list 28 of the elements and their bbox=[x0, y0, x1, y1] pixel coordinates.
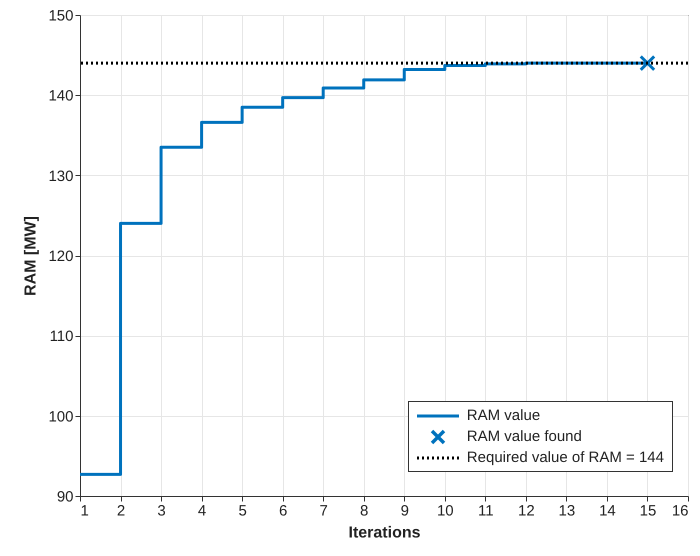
legend-label: Required value of RAM = 144 bbox=[466, 449, 664, 466]
x-tick-label: 1 bbox=[80, 502, 89, 520]
x-tick-label: 16 bbox=[672, 502, 688, 520]
x-tick-label: 11 bbox=[478, 502, 494, 520]
x-tick-label: 14 bbox=[599, 502, 616, 520]
x-tick-label: 15 bbox=[640, 502, 656, 520]
y-tick-label: 120 bbox=[48, 248, 74, 265]
x-axis-title: Iterations bbox=[348, 524, 421, 542]
x-tick-label: 7 bbox=[320, 502, 328, 520]
y-tick-label: 140 bbox=[48, 88, 74, 105]
x-tick-label: 13 bbox=[558, 502, 576, 520]
x-tick-label: 9 bbox=[400, 502, 409, 520]
y-tick-label: 110 bbox=[50, 328, 74, 346]
legend-label: RAM value found bbox=[466, 428, 582, 445]
y-tick-label: 100 bbox=[48, 408, 74, 426]
y-axis-title: RAM [MW] bbox=[22, 216, 40, 296]
x-tick-label: 4 bbox=[198, 502, 206, 520]
x-tick-label: 2 bbox=[116, 502, 126, 520]
y-tick-label: 130 bbox=[48, 168, 74, 185]
y-tick-label: 90 bbox=[56, 488, 74, 506]
x-tick-label: 6 bbox=[278, 502, 288, 520]
x-tick-label: 5 bbox=[238, 502, 247, 520]
x-tick-label: 12 bbox=[518, 502, 535, 520]
x-tick-label: 3 bbox=[157, 502, 166, 520]
legend-label: RAM value bbox=[466, 407, 540, 424]
x-tick-label: 8 bbox=[360, 502, 368, 520]
y-tick-label: 150 bbox=[48, 8, 74, 24]
x-tick-label: 10 bbox=[436, 502, 454, 520]
